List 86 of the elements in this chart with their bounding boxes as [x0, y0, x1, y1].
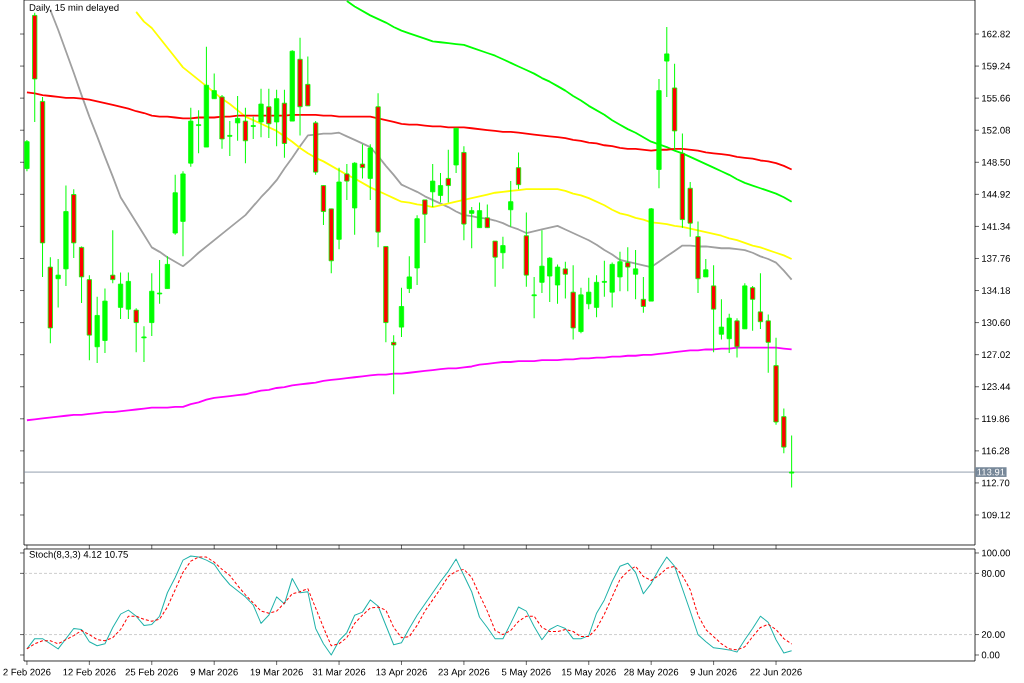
- candlestick: [55, 258, 61, 308]
- y-tick-label: 144.92: [982, 190, 1010, 198]
- x-tick-label: 12 Feb 2026: [63, 668, 116, 676]
- candlestick: [250, 116, 256, 140]
- x-tick-label: 22 Jun 2026: [750, 668, 802, 676]
- candlestick: [539, 229, 545, 294]
- candlestick: [305, 56, 311, 107]
- candlestick: [141, 325, 147, 363]
- x-tick-label: 9 Mar 2026: [190, 668, 238, 676]
- y-tick-label: 148.50: [982, 158, 1011, 166]
- candlestick: [640, 276, 646, 314]
- x-tick-label: 13 Apr 2026: [376, 668, 427, 678]
- x-tick-label: 9 Jun 2026: [690, 668, 737, 676]
- candlestick: [437, 172, 444, 204]
- candlestick: [625, 246, 631, 292]
- x-tick-label: 28 May 2026: [624, 668, 679, 678]
- y-tick-label: 162.82: [982, 30, 1010, 38]
- y-tick-label: 134.18: [982, 287, 1011, 294]
- x-tick-label: 31 Mar 2026: [312, 668, 366, 676]
- candlestick: [258, 88, 264, 138]
- candlestick: [484, 203, 490, 229]
- candlestick: [586, 277, 592, 310]
- candlestick: [601, 260, 607, 298]
- candlestick: [726, 313, 732, 354]
- candlestick: [554, 263, 561, 305]
- candlestick: [235, 95, 241, 142]
- candlestick: [632, 249, 639, 300]
- candlestick: [562, 261, 568, 299]
- candlestick: [718, 298, 724, 341]
- candlestick: [406, 255, 412, 294]
- x-tick-label: 2 Feb 2026: [3, 668, 51, 676]
- y-tick-label: 130.60: [982, 319, 1011, 326]
- x-tick-label: 15 May 2026: [562, 668, 616, 678]
- candlestick: [711, 264, 717, 353]
- y-tick-label: 127.02: [982, 351, 1010, 359]
- candlestick: [508, 180, 514, 228]
- candlestick: [344, 163, 350, 201]
- candlestick: [445, 149, 451, 204]
- y-tick-label: 123.44: [982, 383, 1011, 391]
- candlestick: [359, 143, 366, 179]
- candlestick: [469, 206, 475, 249]
- y-tick-label: 20.00: [981, 631, 1005, 638]
- y-tick-label: 109.12: [982, 511, 1010, 519]
- candlestick: [765, 314, 771, 374]
- candlestick: [196, 109, 202, 154]
- candlestick: [789, 434, 795, 488]
- candlestick: [391, 334, 397, 395]
- y-tick-label: 116.28: [982, 447, 1010, 455]
- candlestick: [422, 199, 428, 244]
- x-tick-label: 19 Mar 2026: [250, 668, 303, 676]
- y-tick-label: 155.66: [982, 94, 1011, 102]
- candlestick: [211, 73, 217, 100]
- y-tick-label: 119.86: [982, 415, 1010, 423]
- candlestick: [617, 251, 623, 292]
- candlestick: [531, 276, 537, 319]
- candlestick: [430, 163, 436, 208]
- y-tick-label: 0.00: [981, 651, 1000, 659]
- y-tick-label: 152.08: [982, 126, 1011, 134]
- y-tick-label: 159.24: [982, 62, 1011, 70]
- candlestick: [476, 202, 483, 229]
- candlestick: [242, 107, 248, 164]
- candlestick: [157, 259, 163, 305]
- candlestick: [110, 229, 116, 284]
- candlestick: [227, 120, 233, 157]
- candlestick: [750, 285, 756, 332]
- x-tick-label: 25 Feb 2026: [125, 668, 179, 676]
- y-tick-label: 80.00: [981, 570, 1005, 577]
- y-tick-label: 100.00: [982, 549, 1011, 557]
- y-tick-label: 141.34: [982, 223, 1011, 230]
- ref-line-label: 113.91: [977, 468, 1005, 476]
- candlestick: [500, 236, 506, 270]
- chart-title: Stoch(8,3,3) 4.12 10.75: [29, 550, 128, 560]
- candlestick: [547, 256, 553, 303]
- x-tick-label: 5 May 2026: [501, 668, 551, 678]
- candlestick: [398, 287, 405, 338]
- y-tick-label: 112.70: [982, 479, 1010, 487]
- candlestick: [664, 26, 670, 98]
- y-tick-label: 137.76: [982, 255, 1011, 262]
- chart-title: Daily, 15 min delayed: [29, 3, 119, 13]
- candlestick: [274, 89, 280, 147]
- candlestick: [133, 307, 139, 353]
- candlestick: [492, 240, 498, 288]
- x-tick-label: 23 Apr 2026: [438, 668, 490, 678]
- candlestick: [515, 151, 522, 190]
- candlestick: [117, 271, 124, 320]
- candlestick: [757, 272, 764, 330]
